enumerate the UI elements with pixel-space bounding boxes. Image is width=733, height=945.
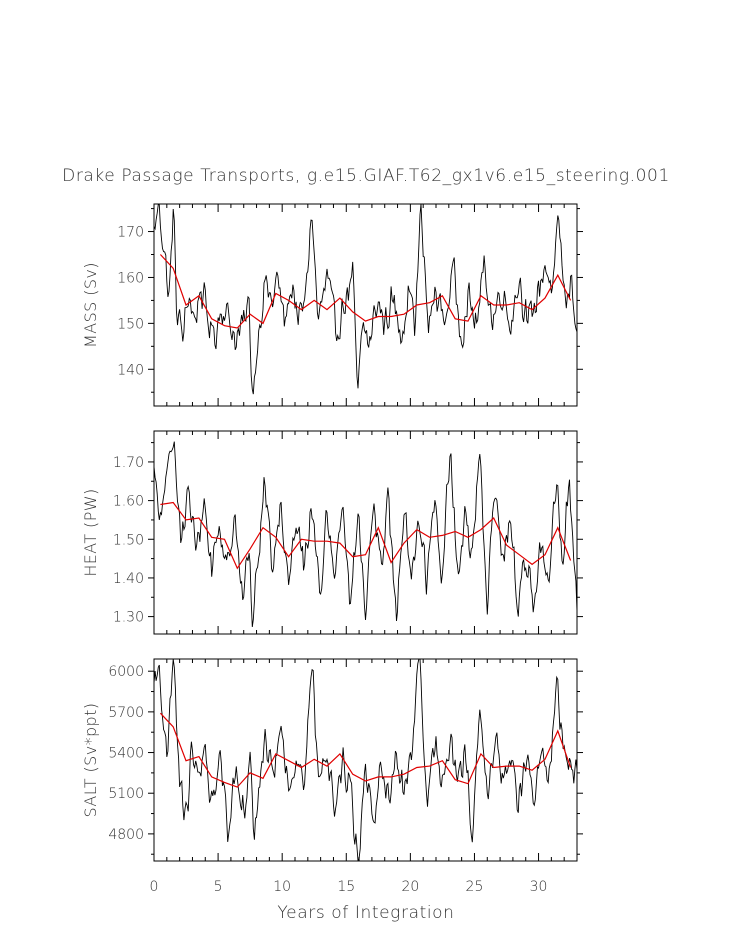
mass-ticks: 140 150 160 170 bbox=[117, 204, 583, 406]
salt-y-tick-label: 6000 bbox=[108, 664, 144, 680]
mass-panel: 140 150 160 170 MASS (Sv) bbox=[81, 203, 583, 407]
x-tick-label: 10 bbox=[273, 879, 291, 895]
x-tick-labels: 0 5 10 15 20 25 30 bbox=[150, 879, 548, 895]
salt-ticks: 4800 5100 5400 5700 6000 bbox=[108, 659, 583, 861]
mass-monthly-line bbox=[153, 203, 578, 395]
mass-y-tick-label: 150 bbox=[117, 316, 144, 332]
salt-y-axis-label: SALT (Sv*ppt) bbox=[81, 703, 100, 818]
mass-annual-line bbox=[159, 254, 572, 329]
heat-panel: 1.30 1.40 1.50 1.60 1.70 HEAT (PW) bbox=[81, 430, 583, 635]
heat-monthly-line bbox=[153, 441, 578, 628]
salt-monthly-line bbox=[153, 658, 578, 862]
heat-ticks: 1.30 1.40 1.50 1.60 1.70 bbox=[113, 431, 583, 634]
heat-y-tick-label: 1.60 bbox=[113, 494, 144, 510]
heat-y-tick-label: 1.50 bbox=[113, 532, 144, 548]
salt-annual-line bbox=[159, 712, 572, 788]
x-tick-label: 0 bbox=[150, 879, 159, 895]
heat-annual-line bbox=[160, 501, 572, 570]
salt-plot-frame bbox=[153, 658, 578, 862]
x-tick-label: 15 bbox=[337, 879, 355, 895]
salt-y-tick-label: 4800 bbox=[108, 827, 144, 843]
mass-y-tick-label: 160 bbox=[117, 270, 144, 286]
salt-panel: 4800 5100 5400 5700 6000 SALT (Sv*ppt) bbox=[81, 658, 583, 862]
heat-y-tick-label: 1.30 bbox=[113, 610, 144, 626]
chart-title: Drake Passage Transports, g.e15.GIAF.T62… bbox=[62, 166, 670, 186]
heat-y-tick-label: 1.70 bbox=[113, 455, 144, 471]
mass-y-tick-label: 170 bbox=[117, 225, 144, 241]
x-axis-label: Years of Integration bbox=[277, 903, 454, 923]
mass-y-axis-label: MASS (Sv) bbox=[81, 262, 100, 348]
heat-y-axis-label: HEAT (PW) bbox=[81, 488, 100, 576]
salt-y-tick-label: 5400 bbox=[108, 746, 144, 762]
mass-y-tick-label: 140 bbox=[117, 362, 144, 378]
salt-y-tick-label: 5700 bbox=[108, 705, 144, 721]
heat-y-tick-label: 1.40 bbox=[113, 571, 144, 587]
x-tick-label: 25 bbox=[466, 879, 484, 895]
x-tick-label: 30 bbox=[530, 879, 548, 895]
x-tick-label: 5 bbox=[214, 879, 223, 895]
heat-plot-frame bbox=[153, 430, 578, 635]
mass-plot-frame bbox=[153, 203, 578, 407]
salt-y-tick-label: 5100 bbox=[108, 786, 144, 802]
x-tick-label: 20 bbox=[401, 879, 419, 895]
